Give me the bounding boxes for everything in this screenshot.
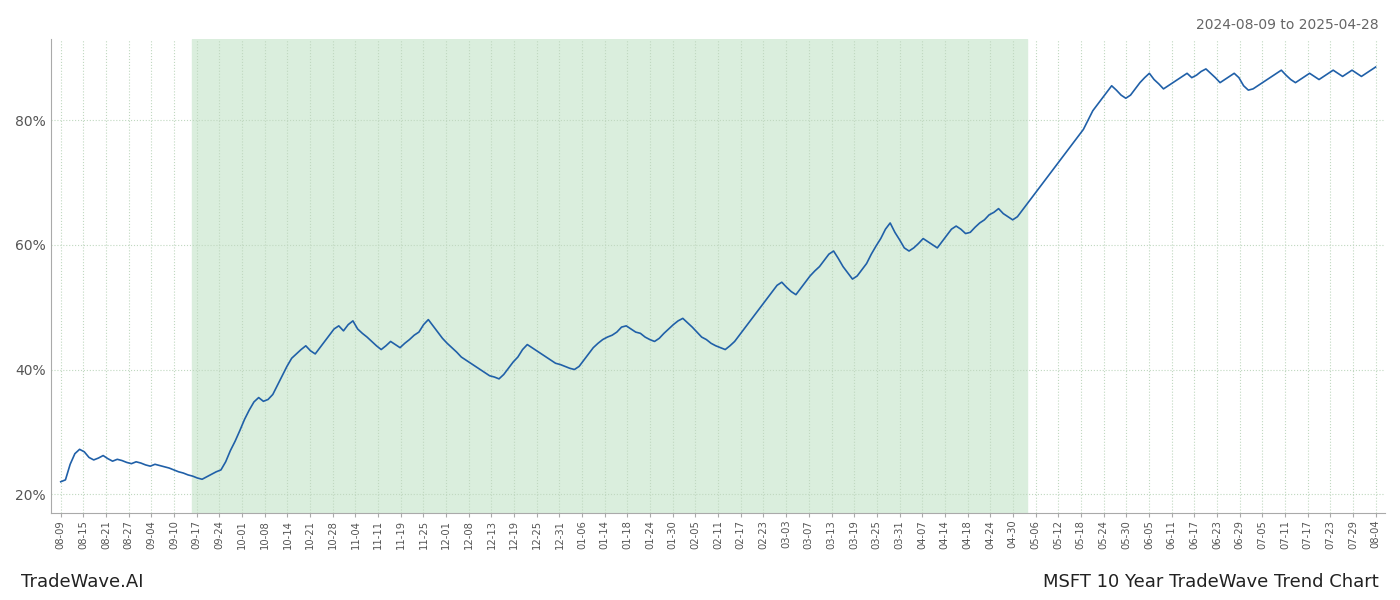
Bar [192, 39, 1028, 513]
Text: 2024-08-09 to 2025-04-28: 2024-08-09 to 2025-04-28 [1197, 18, 1379, 32]
Text: MSFT 10 Year TradeWave Trend Chart: MSFT 10 Year TradeWave Trend Chart [1043, 573, 1379, 591]
Text: TradeWave.AI: TradeWave.AI [21, 573, 143, 591]
